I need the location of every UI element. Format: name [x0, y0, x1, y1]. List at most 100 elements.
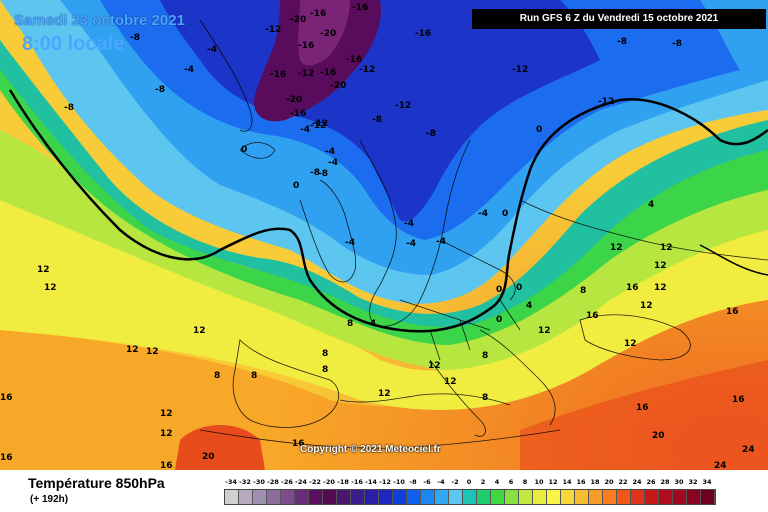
legend-tick-label: 32 — [688, 478, 698, 486]
map-label: 16 — [0, 393, 13, 403]
map-label: -8 — [130, 33, 140, 43]
legend-tick-label: 18 — [590, 478, 600, 486]
map-label: -4 — [207, 45, 217, 55]
legend-tick-label: -28 — [267, 478, 279, 486]
legend-swatch — [463, 490, 477, 504]
map-label: -12 — [512, 65, 528, 75]
map-label: -16 — [320, 68, 336, 78]
map-label: -12 — [312, 119, 328, 129]
map-label: -8 — [155, 85, 165, 95]
map-label: -8 — [426, 129, 436, 139]
map-label: 12 — [160, 429, 173, 439]
map-label: -8 — [318, 169, 328, 179]
legend-swatch — [477, 490, 491, 504]
coastline-mediterranean-sea — [339, 393, 511, 406]
legend-swatch — [505, 490, 519, 504]
legend-swatch — [659, 490, 673, 504]
map-label: 0 — [496, 285, 502, 295]
legend-swatch — [225, 490, 239, 504]
map-label: 12 — [610, 243, 623, 253]
map-label: -16 — [415, 29, 431, 39]
legend-swatch — [407, 490, 421, 504]
map-label: -20 — [320, 29, 336, 39]
coastline-iceland — [239, 142, 276, 159]
legend-tick-label: -2 — [451, 478, 459, 486]
coastline-north-africa — [199, 429, 561, 449]
map-label: 12 — [640, 301, 653, 311]
map-label: 16 — [626, 283, 639, 293]
footer: Température 850hPa (+ 192h) -34 -32 -30 -28… — [0, 470, 768, 512]
map-label: -4 — [300, 125, 310, 135]
map-label: -4 — [478, 209, 488, 219]
legend-swatch — [673, 490, 687, 504]
map-label: -4 — [325, 147, 335, 157]
map-label: -8 — [617, 37, 627, 47]
map-label: 4 — [370, 319, 376, 329]
map-label: -4 — [436, 237, 446, 247]
legend-tick-label: -4 — [437, 478, 445, 486]
zone-light-green — [0, 130, 768, 370]
legend-tick-label: -16 — [351, 478, 363, 486]
map-label: 12 — [654, 283, 667, 293]
legend-tick-label: 10 — [534, 478, 544, 486]
coastline-italy — [429, 359, 486, 437]
map-label: 12 — [624, 339, 637, 349]
legend-swatch — [603, 490, 617, 504]
legend-swatch — [547, 490, 561, 504]
map-label: 8 — [322, 349, 328, 359]
map-label: 8 — [251, 371, 257, 381]
map-label: 20 — [202, 452, 215, 462]
coastline-balkans — [479, 329, 556, 426]
map-label: 12 — [160, 409, 173, 419]
map-label: 12 — [660, 243, 673, 253]
map-label: 8 — [347, 319, 353, 329]
legend-swatch — [533, 490, 547, 504]
legend-tick-label: -24 — [295, 478, 307, 486]
legend-tick-label: 24 — [632, 478, 642, 486]
map-label: -12 — [598, 97, 614, 107]
legend-ticks: -34 -32 -30 -28 -26 -24 -22 -20 -18 -16 -14 -12 -10-… — [224, 478, 744, 490]
map-label: -16 — [298, 41, 314, 51]
coastline-iberia — [232, 339, 340, 428]
map-label: 8 — [482, 393, 488, 403]
legend-swatch — [519, 490, 533, 504]
map-label: 12 — [44, 283, 57, 293]
legend-tick-label: -14 — [365, 478, 377, 486]
map-label: 16 — [732, 395, 745, 405]
legend-swatch — [337, 490, 351, 504]
map-label: -8 — [64, 103, 74, 113]
map-label: -16 — [270, 70, 286, 80]
map-label: 20 — [652, 431, 665, 441]
legend-tick-label: -20 — [323, 478, 335, 486]
map-label: 0 — [496, 315, 502, 325]
legend-swatch — [365, 490, 379, 504]
map-label: 0 — [502, 209, 508, 219]
map-label: -4 — [184, 65, 194, 75]
border-russia — [519, 199, 768, 261]
map-label: -4 — [328, 158, 338, 168]
map-label: -12 — [265, 25, 281, 35]
legend-tick-label: 0 — [466, 478, 472, 486]
legend-tick-label: -34 — [225, 478, 237, 486]
legend-tick-label: 14 — [562, 478, 572, 486]
legend-tick-label: -30 — [253, 478, 265, 486]
map-label: -20 — [290, 15, 306, 25]
map-label: 12 — [193, 326, 206, 336]
map-label: 16 — [726, 307, 739, 317]
map-label: -4 — [345, 238, 355, 248]
forecast-hour: (+ 192h) — [30, 494, 69, 505]
map-label: 24 — [714, 461, 727, 470]
legend-tick-label: 4 — [494, 478, 500, 486]
map-label: 12 — [37, 265, 50, 275]
map-label: -16 — [310, 9, 326, 19]
coastline-britain — [299, 179, 357, 283]
legend-swatch — [393, 490, 407, 504]
zone-teal — [0, 40, 768, 327]
map-label: 12 — [146, 347, 159, 357]
zone-deep-blue — [160, 0, 600, 222]
coastline-baltic — [439, 239, 516, 301]
map-label: 0 — [516, 283, 522, 293]
map-label: -8 — [310, 168, 320, 178]
map-label: -8 — [672, 39, 682, 49]
legend-swatch — [295, 490, 309, 504]
